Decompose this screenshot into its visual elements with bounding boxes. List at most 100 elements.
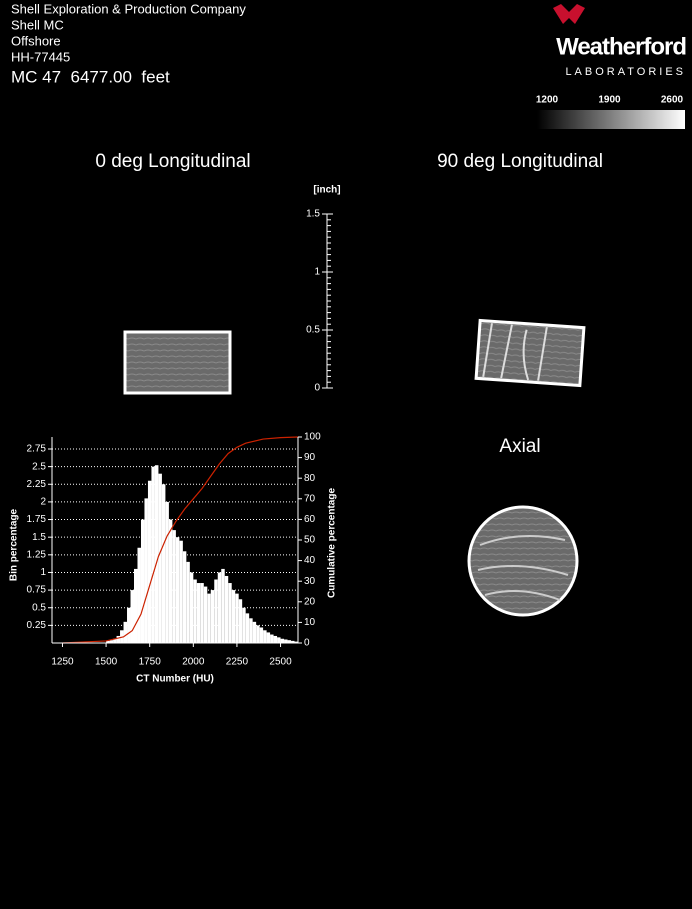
bar [116, 635, 121, 643]
core-texture [477, 535, 569, 601]
core-image [474, 318, 586, 388]
bar [144, 498, 148, 643]
bar [106, 640, 110, 643]
bar [242, 607, 246, 643]
colorbar-label: 1200 [536, 95, 559, 106]
y-tick-label: 2.5 [32, 461, 46, 472]
bar [172, 530, 176, 643]
bar [210, 590, 215, 643]
y-tick-label: 2 [40, 497, 46, 508]
x-tick-label: 2250 [226, 657, 249, 668]
bar [123, 621, 128, 643]
bar [189, 572, 194, 643]
bar [151, 466, 155, 643]
ruler-label: 0.5 [306, 325, 320, 336]
ruler-label: 1.5 [306, 209, 320, 220]
x-tick-label: 2500 [269, 657, 292, 668]
y-tick-label: 1.25 [27, 549, 47, 560]
logo-subtitle: LABORATORIES [565, 66, 686, 78]
x-tick-label: 2000 [182, 657, 205, 668]
header-line: Shell MC [11, 17, 64, 32]
y-tick-label: 2.75 [27, 444, 47, 455]
y2-tick-label: 80 [304, 473, 316, 484]
bar [263, 630, 267, 643]
header-line: HH-77445 [11, 49, 70, 64]
colorbar [537, 110, 685, 129]
bar [231, 590, 236, 643]
bar [134, 568, 138, 643]
bar [235, 593, 239, 643]
bar [130, 590, 134, 643]
bar [168, 519, 173, 643]
bar [182, 551, 187, 643]
bar [161, 484, 166, 643]
cumulative-line [62, 436, 299, 644]
bar [238, 599, 243, 643]
y2-tick-label: 30 [304, 576, 316, 587]
bar [165, 501, 169, 643]
bar [266, 632, 271, 643]
bar [207, 593, 211, 643]
ruler-unit: [inch] [313, 185, 340, 196]
core-image [123, 330, 232, 395]
bar [154, 465, 159, 643]
header-line: Shell Exploration & Production Company [11, 1, 246, 16]
bar [186, 561, 190, 643]
bar [224, 575, 229, 643]
y2-tick-label: 70 [304, 493, 316, 504]
bar [179, 540, 183, 643]
y2-tick-label: 50 [304, 535, 316, 546]
y-axis-label: Bin percentage [9, 508, 20, 581]
view-title: 0 deg Longitudinal [95, 151, 250, 172]
view-title: Axial [499, 436, 540, 457]
bar [256, 625, 260, 643]
y2-axis-label: Cumulative percentage [327, 488, 338, 598]
bar [217, 572, 222, 643]
bar [270, 634, 274, 643]
bar [147, 480, 152, 643]
x-axis-label: CT Number (HU) [136, 674, 214, 685]
y2-tick-label: 10 [304, 617, 316, 628]
y2-tick-label: 100 [304, 432, 321, 443]
ruler-label: 1 [314, 267, 320, 278]
depth: MC 47 6477.00 feet [11, 67, 170, 86]
bar [294, 641, 298, 643]
bar [221, 568, 225, 643]
y-tick-label: 0.25 [27, 620, 47, 631]
y-tick-label: 0.5 [32, 602, 46, 613]
x-tick-label: 1250 [51, 657, 74, 668]
bar [291, 640, 295, 643]
y2-tick-label: 90 [304, 452, 316, 463]
y-tick-label: 1.5 [32, 532, 46, 543]
bar [109, 640, 114, 643]
bar [203, 586, 208, 643]
bar [214, 579, 218, 643]
ruler-label: 0 [314, 383, 320, 394]
bar [277, 637, 281, 643]
bar [127, 607, 131, 643]
y2-tick-label: 60 [304, 514, 316, 525]
bar [252, 621, 257, 643]
logo-name: Weatherford [556, 33, 686, 60]
x-tick-label: 1750 [139, 657, 162, 668]
bar [200, 583, 204, 643]
bar [137, 547, 141, 643]
y-tick-label: 0.75 [27, 585, 47, 596]
bar [280, 638, 285, 643]
bar [273, 635, 278, 643]
bar [245, 613, 250, 643]
y-tick-label: 1.75 [27, 514, 47, 525]
bar [196, 583, 201, 643]
view-title: 90 deg Longitudinal [437, 151, 603, 172]
y2-tick-label: 40 [304, 555, 316, 566]
y2-tick-label: 0 [304, 638, 310, 649]
bar [175, 537, 180, 643]
bar [140, 519, 145, 643]
bar [284, 639, 288, 643]
bar [228, 583, 232, 643]
bar [259, 627, 264, 643]
logo-mark [553, 4, 585, 24]
bar [287, 640, 292, 643]
